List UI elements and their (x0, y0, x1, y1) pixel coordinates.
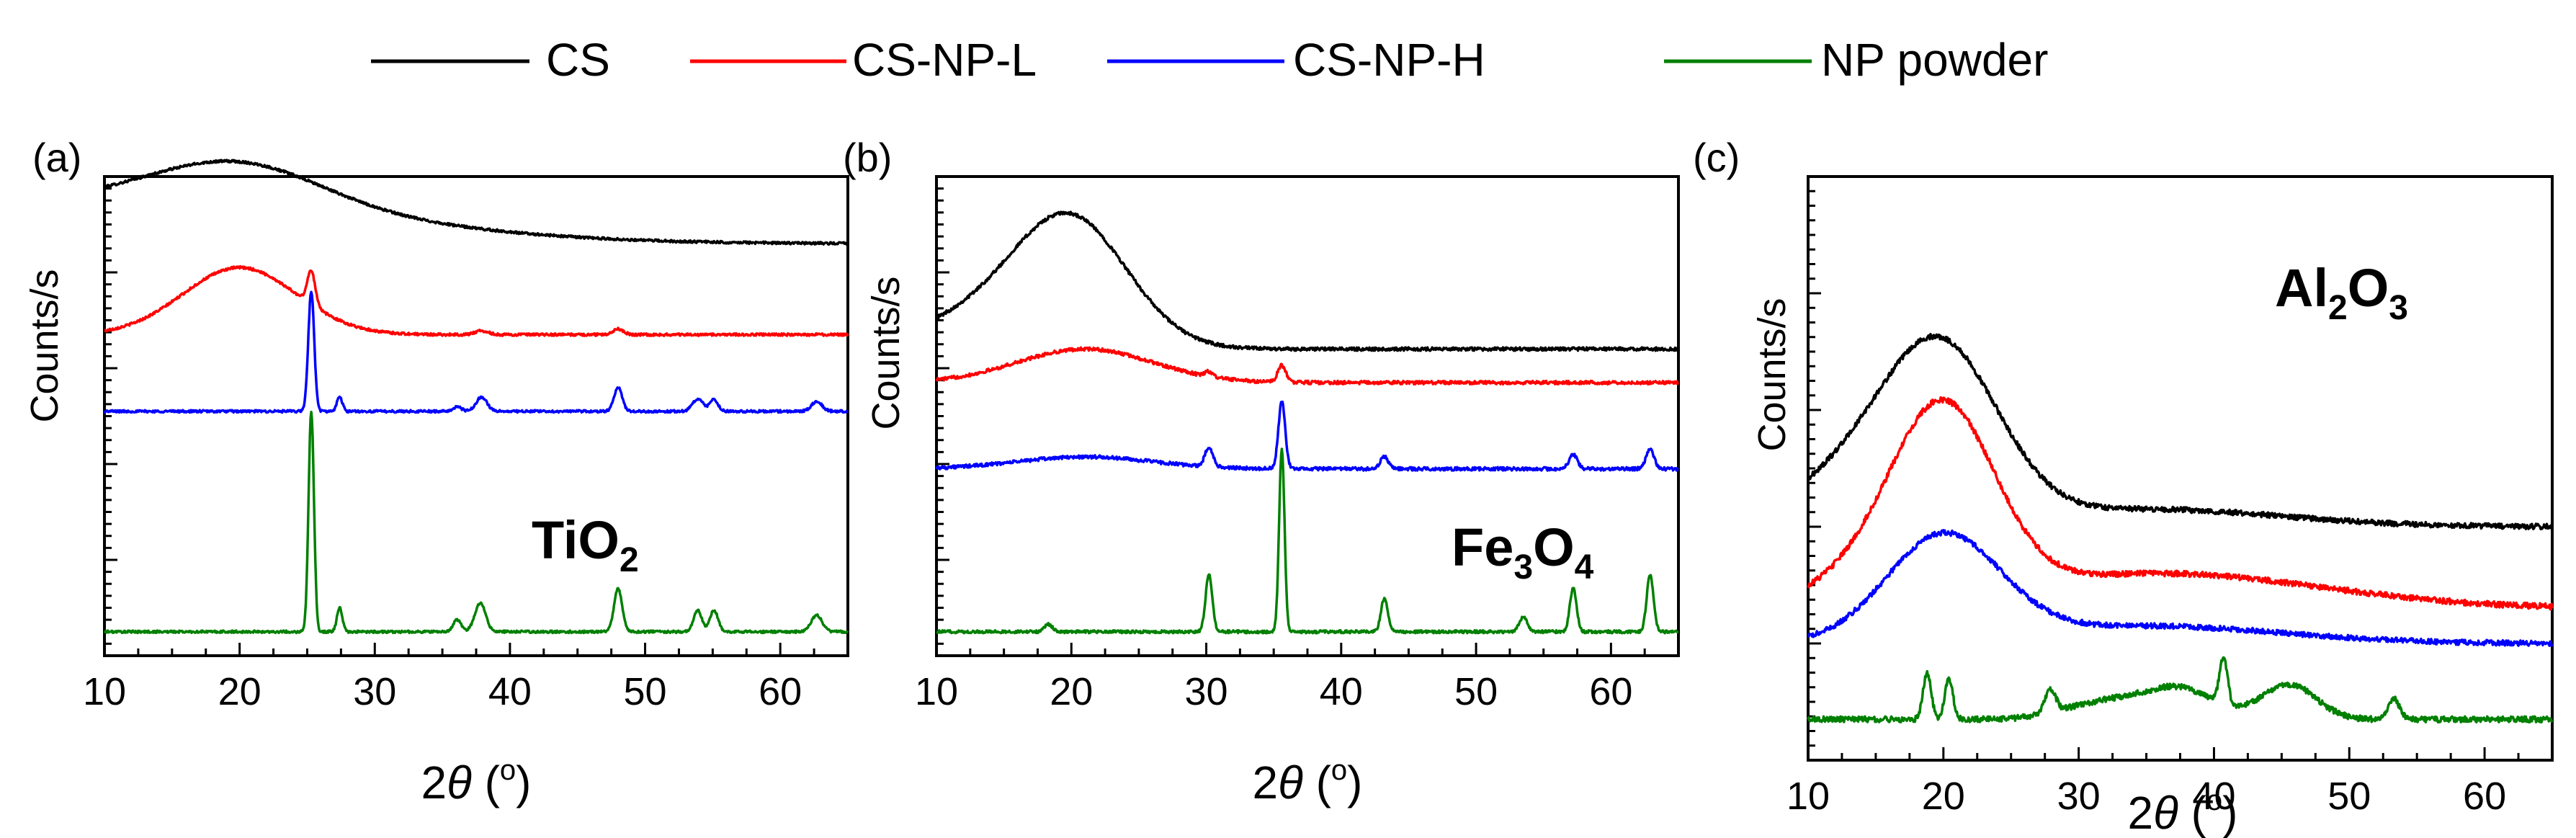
ylabel-c: Counts/s (1750, 298, 1794, 451)
x-ticks-b: 10 20 30 40 50 60 (915, 643, 1680, 713)
series-line-np-powder (936, 447, 1679, 635)
x-tick-label-c: 40 (2192, 775, 2235, 818)
legend-label-cs-np-l: CS-NP-L (852, 34, 1037, 86)
x-ticks-a: 10 20 30 40 50 60 (83, 643, 849, 713)
x-tick-label-c: 30 (2057, 775, 2101, 818)
panel-b: (b) Counts/s 10 20 30 40 50 60 Fe3O4 2θ (o) (843, 135, 1680, 808)
x-tick-label-b: 50 (1454, 670, 1498, 713)
legend: CS CS-NP-L CS-NP-H NP powder (371, 34, 2048, 86)
y-ticks-a (104, 175, 117, 657)
legend-label-cs: CS (546, 34, 610, 86)
legend-entry-cs-np-h[interactable]: CS-NP-H (1107, 34, 1485, 86)
series-line-cs (103, 159, 849, 246)
x-tick-label-a: 10 (83, 670, 126, 713)
series-line-np-powder (103, 411, 849, 635)
annotation-al2o3: Al2O3 (2275, 258, 2408, 327)
annotation-al2o3-sub2: 3 (2389, 289, 2408, 327)
series-c (1807, 332, 2554, 724)
panel-label-b: (b) (843, 135, 892, 180)
plot-frame-b (935, 175, 1680, 657)
series-line-np-powder (1807, 656, 2554, 724)
annotation-tio2-sub: 2 (620, 541, 639, 579)
xlabel-c: 2θ (o) (2128, 785, 2238, 838)
series-line-cs-np-h (103, 290, 849, 414)
annotation-fe3o4: Fe3O4 (1452, 517, 1594, 587)
legend-label-np-powder: NP powder (1821, 34, 2048, 86)
panel-c: (c) Counts/s 10 20 30 40 50 60 Al2O3 2θ (o) (1693, 135, 2554, 838)
series-line-cs-np-l (1807, 396, 2554, 611)
x-tick-label-a: 40 (488, 670, 532, 713)
x-tick-label-a: 50 (624, 670, 667, 713)
panel-label-a: (a) (32, 135, 81, 180)
series-line-cs (1807, 332, 2554, 530)
series-line-cs (936, 210, 1680, 352)
plot-frame-a (103, 175, 849, 657)
x-ticks-c: 10 20 30 40 50 60 (1786, 747, 2554, 818)
y-ticks-b (936, 175, 949, 657)
ylabel-a: Counts/s (23, 269, 66, 422)
x-tick-label-c: 50 (2327, 775, 2371, 818)
x-tick-label-a: 20 (218, 670, 261, 713)
annotation-fe3o4-sub2: 4 (1575, 548, 1594, 587)
legend-entry-cs-np-l[interactable]: CS-NP-L (690, 34, 1037, 86)
series-line-cs-np-h (935, 400, 1679, 472)
legend-label-cs-np-h: CS-NP-H (1293, 34, 1485, 86)
xlabel-a: 2θ (o) (421, 754, 532, 808)
series-line-cs-np-h (1807, 529, 2554, 647)
annotation-fe3o4-sub1: 3 (1513, 548, 1533, 587)
x-tick-label-b: 40 (1320, 670, 1363, 713)
series-b (935, 210, 1680, 635)
panel-a: (a) Counts/s 10 20 30 40 50 60 TiO2 2θ (o) (23, 135, 849, 808)
ylabel-b: Counts/s (864, 276, 908, 429)
series-line-cs-np-l (935, 346, 1679, 386)
xlabel-b: 2θ (o) (1253, 754, 1363, 808)
x-tick-label-c: 20 (1922, 775, 1965, 818)
annotation-tio2: TiO2 (532, 510, 639, 579)
x-tick-label-a: 30 (353, 670, 396, 713)
series-line-cs-np-l (104, 264, 849, 337)
x-tick-label-b: 60 (1589, 670, 1632, 713)
x-tick-label-c: 10 (1786, 775, 1830, 818)
x-tick-label-b: 20 (1050, 670, 1093, 713)
annotation-al2o3-sub1: 2 (2328, 289, 2348, 327)
plot-frame-c (1807, 175, 2554, 762)
x-tick-label-a: 60 (759, 670, 802, 713)
panel-label-c: (c) (1693, 135, 1740, 180)
x-tick-label-c: 60 (2463, 775, 2506, 818)
series-a (103, 159, 849, 635)
legend-entry-cs[interactable]: CS (371, 34, 610, 86)
legend-entry-np-powder[interactable]: NP powder (1664, 34, 2048, 86)
x-tick-label-b: 30 (1185, 670, 1228, 713)
x-tick-label-b: 10 (915, 670, 958, 713)
